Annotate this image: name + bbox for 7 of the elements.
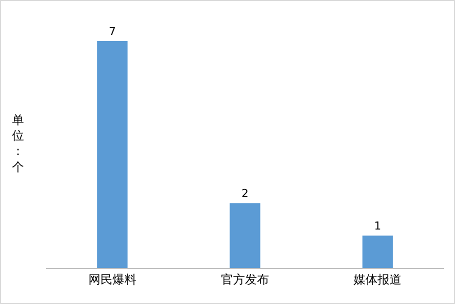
x-tick-label: 官方发布 — [221, 272, 269, 286]
data-label: 7 — [108, 25, 116, 38]
data-label: 1 — [374, 220, 382, 233]
x-tick-label: 媒体报道 — [354, 272, 402, 286]
y-axis-title: 单位：个 — [12, 113, 24, 174]
x-tick-label: 网民爆料 — [88, 272, 136, 286]
data-label: 2 — [242, 187, 248, 200]
